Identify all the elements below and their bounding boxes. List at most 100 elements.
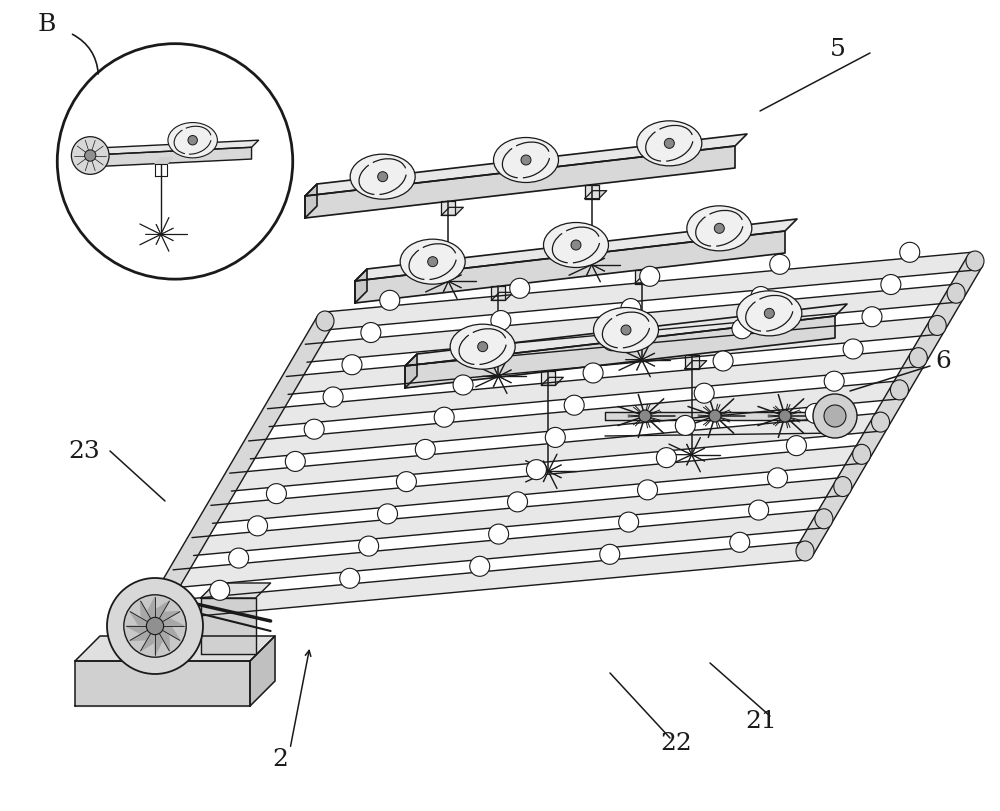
Polygon shape (491, 293, 513, 301)
Circle shape (361, 323, 381, 343)
Polygon shape (75, 661, 250, 706)
Polygon shape (141, 601, 155, 626)
Circle shape (749, 500, 769, 521)
Polygon shape (355, 270, 367, 303)
Ellipse shape (450, 324, 515, 370)
Circle shape (694, 384, 714, 404)
Polygon shape (192, 478, 844, 556)
Polygon shape (130, 611, 155, 626)
Polygon shape (405, 305, 847, 367)
Circle shape (415, 440, 435, 460)
Polygon shape (130, 626, 155, 641)
Polygon shape (585, 186, 599, 200)
Circle shape (453, 375, 473, 396)
Polygon shape (147, 317, 333, 616)
Ellipse shape (168, 123, 217, 159)
Polygon shape (126, 626, 155, 633)
Circle shape (824, 371, 844, 392)
Polygon shape (155, 626, 162, 655)
Polygon shape (685, 355, 699, 369)
Circle shape (768, 468, 788, 488)
Circle shape (900, 243, 920, 263)
Circle shape (545, 428, 565, 448)
Polygon shape (155, 619, 184, 626)
Polygon shape (173, 510, 825, 588)
Circle shape (732, 320, 752, 339)
Circle shape (526, 460, 546, 480)
Circle shape (656, 448, 676, 468)
Polygon shape (685, 361, 707, 369)
Polygon shape (491, 287, 505, 301)
Circle shape (146, 618, 164, 635)
Ellipse shape (947, 284, 965, 304)
Text: 2: 2 (272, 748, 288, 770)
Circle shape (396, 472, 416, 492)
Circle shape (57, 45, 293, 280)
Ellipse shape (544, 223, 608, 268)
Polygon shape (541, 378, 563, 386)
Polygon shape (154, 543, 806, 620)
Circle shape (779, 410, 791, 423)
Text: B: B (38, 12, 56, 36)
Polygon shape (441, 208, 463, 216)
Circle shape (428, 257, 438, 268)
Polygon shape (249, 381, 900, 459)
Polygon shape (585, 191, 607, 200)
Polygon shape (148, 598, 155, 626)
Polygon shape (155, 626, 169, 651)
Polygon shape (155, 159, 173, 165)
Ellipse shape (400, 240, 465, 285)
Polygon shape (355, 232, 785, 303)
Polygon shape (305, 147, 735, 219)
Circle shape (843, 340, 863, 359)
Polygon shape (201, 599, 256, 654)
Circle shape (571, 241, 581, 251)
Polygon shape (324, 253, 976, 331)
Circle shape (713, 351, 733, 371)
Circle shape (709, 410, 721, 423)
Polygon shape (541, 372, 555, 386)
Circle shape (805, 404, 825, 424)
Circle shape (602, 332, 622, 351)
Polygon shape (305, 185, 317, 219)
Circle shape (434, 408, 454, 427)
Ellipse shape (637, 122, 702, 166)
Polygon shape (211, 446, 862, 524)
Circle shape (508, 492, 528, 513)
Circle shape (107, 578, 203, 674)
Circle shape (489, 525, 509, 544)
Circle shape (881, 275, 901, 295)
Polygon shape (201, 583, 271, 599)
Ellipse shape (815, 509, 833, 529)
Circle shape (340, 569, 360, 589)
Circle shape (751, 287, 771, 307)
Polygon shape (305, 135, 747, 197)
Circle shape (621, 325, 631, 336)
Circle shape (470, 556, 490, 577)
Circle shape (600, 545, 620, 564)
Circle shape (124, 595, 186, 658)
Circle shape (285, 452, 305, 472)
Polygon shape (141, 626, 155, 651)
Circle shape (824, 406, 846, 427)
Circle shape (266, 484, 286, 504)
Polygon shape (155, 611, 180, 626)
Circle shape (764, 309, 774, 319)
Circle shape (786, 436, 806, 456)
Polygon shape (305, 285, 957, 363)
Circle shape (813, 394, 857, 439)
Circle shape (378, 173, 388, 182)
Circle shape (638, 480, 658, 500)
Polygon shape (441, 202, 455, 216)
Text: 22: 22 (660, 732, 692, 754)
Circle shape (639, 410, 651, 423)
Circle shape (770, 255, 790, 275)
Text: 5: 5 (830, 38, 846, 62)
Circle shape (664, 139, 674, 149)
Ellipse shape (853, 444, 871, 465)
Ellipse shape (687, 207, 752, 251)
Ellipse shape (350, 155, 415, 200)
Circle shape (85, 151, 96, 162)
Circle shape (380, 291, 400, 311)
Circle shape (478, 342, 488, 352)
